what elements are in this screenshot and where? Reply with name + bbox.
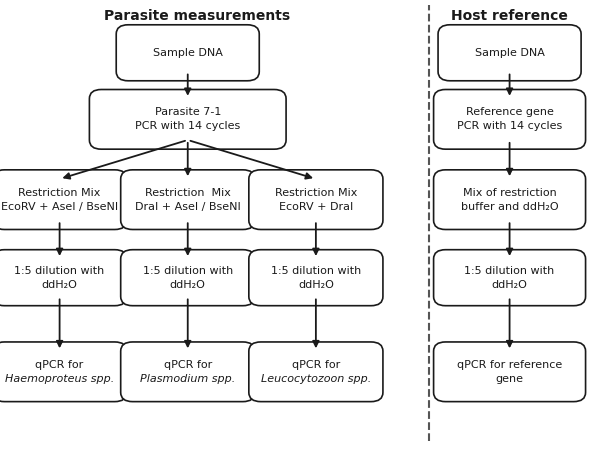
Text: ddH₂O: ddH₂O xyxy=(42,280,77,290)
Text: Restriction Mix: Restriction Mix xyxy=(18,188,101,198)
FancyBboxPatch shape xyxy=(0,342,127,402)
Text: Restriction Mix: Restriction Mix xyxy=(275,188,357,198)
Text: 1:5 dilution with: 1:5 dilution with xyxy=(142,266,233,276)
FancyBboxPatch shape xyxy=(0,170,127,230)
FancyBboxPatch shape xyxy=(438,25,581,81)
Text: Parasite measurements: Parasite measurements xyxy=(104,9,290,23)
Text: Haemoproteus spp.: Haemoproteus spp. xyxy=(5,374,114,384)
Text: Plasmodium spp.: Plasmodium spp. xyxy=(140,374,235,384)
Text: Parasite 7-1: Parasite 7-1 xyxy=(154,107,221,118)
Text: 1:5 dilution with: 1:5 dilution with xyxy=(14,266,105,276)
FancyBboxPatch shape xyxy=(120,170,255,230)
FancyBboxPatch shape xyxy=(433,250,585,306)
Text: ddH₂O: ddH₂O xyxy=(170,280,206,290)
FancyBboxPatch shape xyxy=(433,90,585,149)
FancyBboxPatch shape xyxy=(0,250,127,306)
Text: PCR with 14 cycles: PCR with 14 cycles xyxy=(135,121,240,131)
Text: Leucocytozoon spp.: Leucocytozoon spp. xyxy=(261,374,371,384)
Text: 1:5 dilution with: 1:5 dilution with xyxy=(271,266,361,276)
Text: qPCR for: qPCR for xyxy=(292,360,340,370)
FancyBboxPatch shape xyxy=(120,250,255,306)
FancyBboxPatch shape xyxy=(116,25,259,81)
Text: PCR with 14 cycles: PCR with 14 cycles xyxy=(457,121,562,131)
Text: qPCR for: qPCR for xyxy=(36,360,83,370)
Text: buffer and ddH₂O: buffer and ddH₂O xyxy=(461,202,558,212)
Text: Restriction  Mix: Restriction Mix xyxy=(145,188,231,198)
FancyBboxPatch shape xyxy=(433,170,585,230)
Text: EcoRV + AseI / BseNI: EcoRV + AseI / BseNI xyxy=(1,202,118,212)
Text: DraI + AseI / BseNI: DraI + AseI / BseNI xyxy=(135,202,241,212)
FancyBboxPatch shape xyxy=(120,342,255,402)
Text: Sample DNA: Sample DNA xyxy=(153,48,223,58)
Text: 1:5 dilution with: 1:5 dilution with xyxy=(464,266,555,276)
Text: Reference gene: Reference gene xyxy=(465,107,554,118)
FancyBboxPatch shape xyxy=(249,342,383,402)
Text: qPCR for reference: qPCR for reference xyxy=(457,360,562,370)
Text: ddH₂O: ddH₂O xyxy=(298,280,334,290)
Text: ddH₂O: ddH₂O xyxy=(492,280,527,290)
FancyBboxPatch shape xyxy=(249,170,383,230)
Text: qPCR for: qPCR for xyxy=(164,360,212,370)
FancyBboxPatch shape xyxy=(249,250,383,306)
Text: Sample DNA: Sample DNA xyxy=(474,48,545,58)
FancyBboxPatch shape xyxy=(89,90,286,149)
FancyBboxPatch shape xyxy=(433,342,585,402)
Text: Mix of restriction: Mix of restriction xyxy=(462,188,557,198)
Text: gene: gene xyxy=(496,374,523,384)
Text: Host reference: Host reference xyxy=(451,9,568,23)
Text: EcoRV + DraI: EcoRV + DraI xyxy=(279,202,353,212)
